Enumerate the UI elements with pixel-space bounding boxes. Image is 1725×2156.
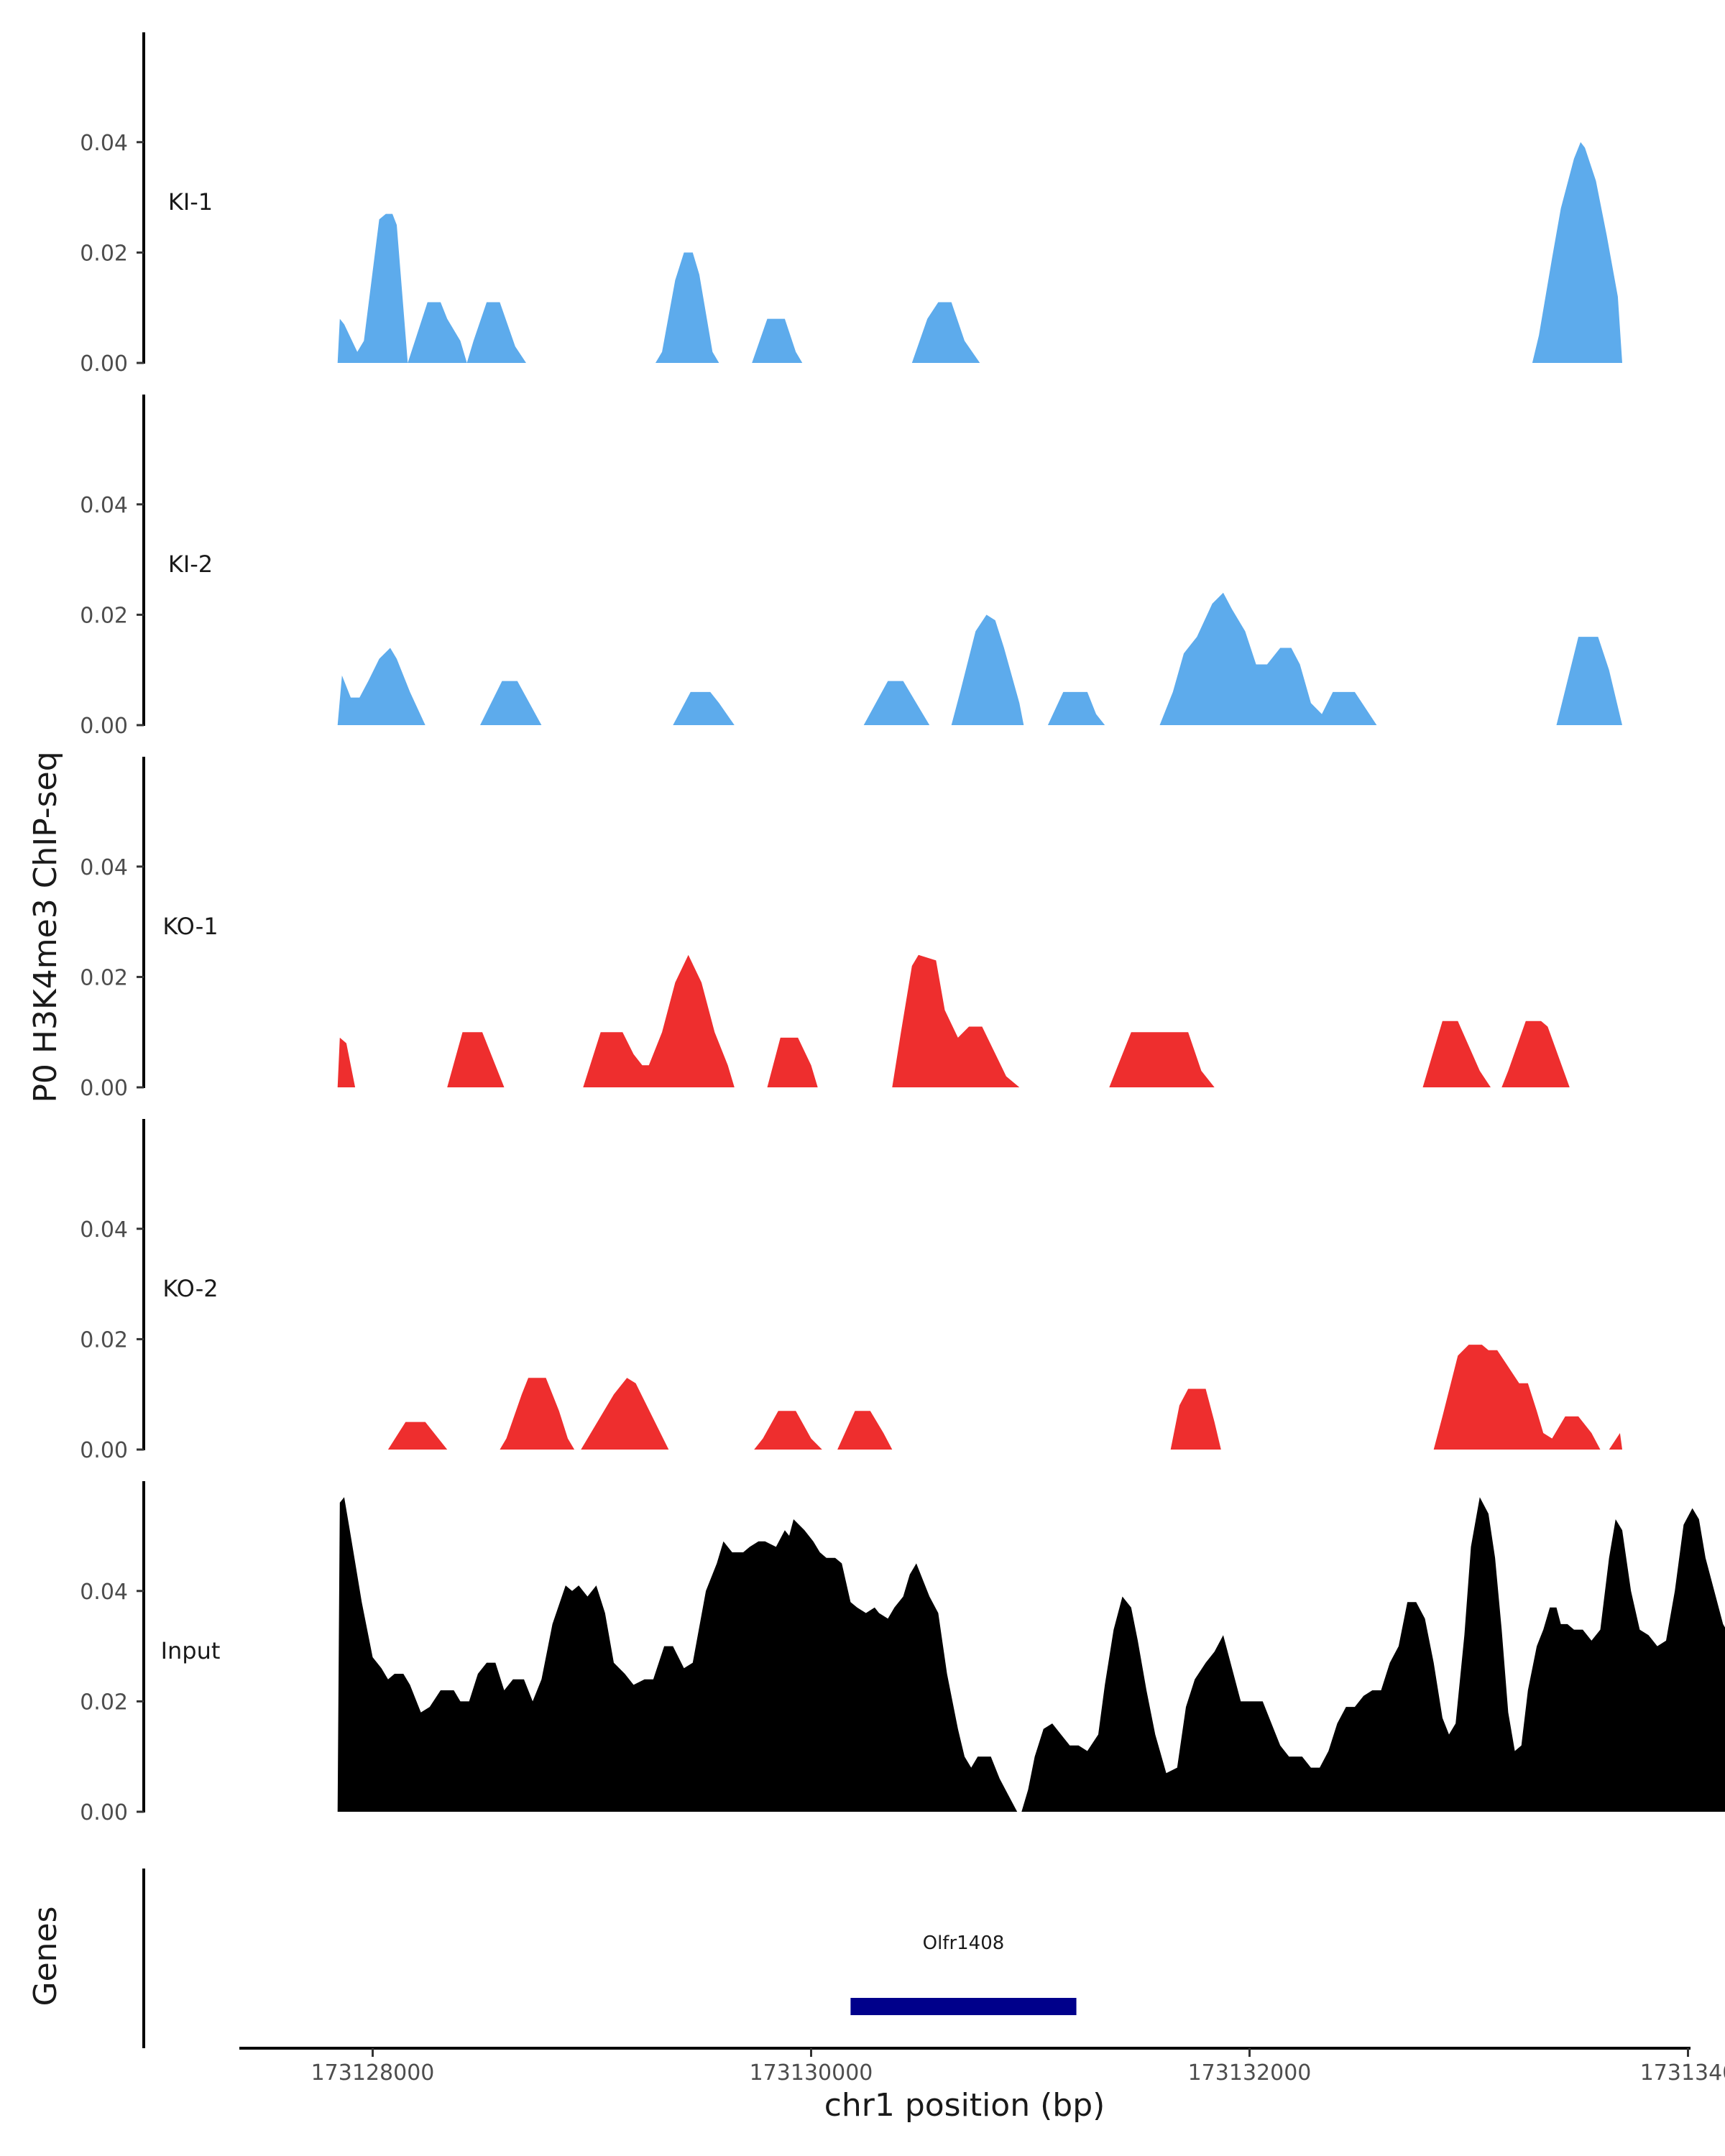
track-label-ki-1: KI-1 [168,188,213,216]
y-tick-label: 0.00 [80,1438,128,1463]
y-tick-label: 0.04 [80,855,128,880]
y-tick-label: 0.02 [80,1690,128,1715]
area-ki-1 [337,142,1623,364]
tracks-layer: 0.00 0.02 0.04 KI-1 0.00 0.02 0.04 KI-2 0.00 0.02… [80,32,1725,1825]
y-tick-label: 0.04 [80,1580,128,1605]
x-tick-label: 173130000 [750,2060,873,2086]
y-tick-label: 0.02 [80,965,128,990]
y-tick-label: 0.00 [80,351,128,377]
gene-olfr1408-exon [850,1998,1077,2015]
x-tick-label: 173128000 [311,2060,435,2086]
track-ki-1: 0.00 0.02 0.04 KI-1 [80,32,1623,377]
y-tick-label: 0.02 [80,1327,128,1353]
track-ki-2: 0.00 0.02 0.04 KI-2 [80,395,1623,739]
gene-olfr1408-label: Olfr1408 [923,1932,1005,1954]
track-label-ki-2: KI-2 [168,550,213,578]
track-label-ko-2: KO-2 [162,1275,218,1302]
x-axis: 173128000 173130000 173132000 1731340 chr1 … [239,2047,1725,2124]
y-axis-title: P0 H3K4me3 ChIP-seq [27,751,64,1102]
track-ko-2: 0.00 0.02 0.04 KO-2 [80,1119,1622,1463]
y-tick-label: 0.00 [80,1800,128,1825]
x-axis-title: chr1 position (bp) [824,2087,1105,2124]
area-ki-2 [337,592,1623,725]
y-tick-label: 0.04 [80,1217,128,1243]
y-tick-label: 0.02 [80,241,128,266]
genes-axis-title: Genes [27,1906,64,2006]
area-ko-2 [387,1345,1622,1450]
y-tick-label: 0.00 [80,1076,128,1101]
y-tick-label: 0.04 [80,131,128,156]
y-tick-label: 0.04 [80,493,128,518]
x-tick-label: 1731340 [1640,2060,1725,2086]
track-input: 0.00 0.02 0.04 Input [80,1481,1725,1825]
track-ko-1: 0.00 0.02 0.04 KO-1 [80,757,1570,1101]
track-label-ko-1: KO-1 [162,913,218,940]
area-ko-1 [337,954,1570,1087]
area-input [337,1497,1725,1812]
y-tick-label: 0.02 [80,603,128,628]
track-label-input: Input [161,1637,221,1664]
x-tick-label: 173132000 [1188,2060,1312,2086]
y-tick-label: 0.00 [80,714,128,739]
genes-panel: Genes Olfr1408 [27,1869,1077,2048]
x-ticks: 173128000 173130000 173132000 1731340 [311,2048,1725,2086]
